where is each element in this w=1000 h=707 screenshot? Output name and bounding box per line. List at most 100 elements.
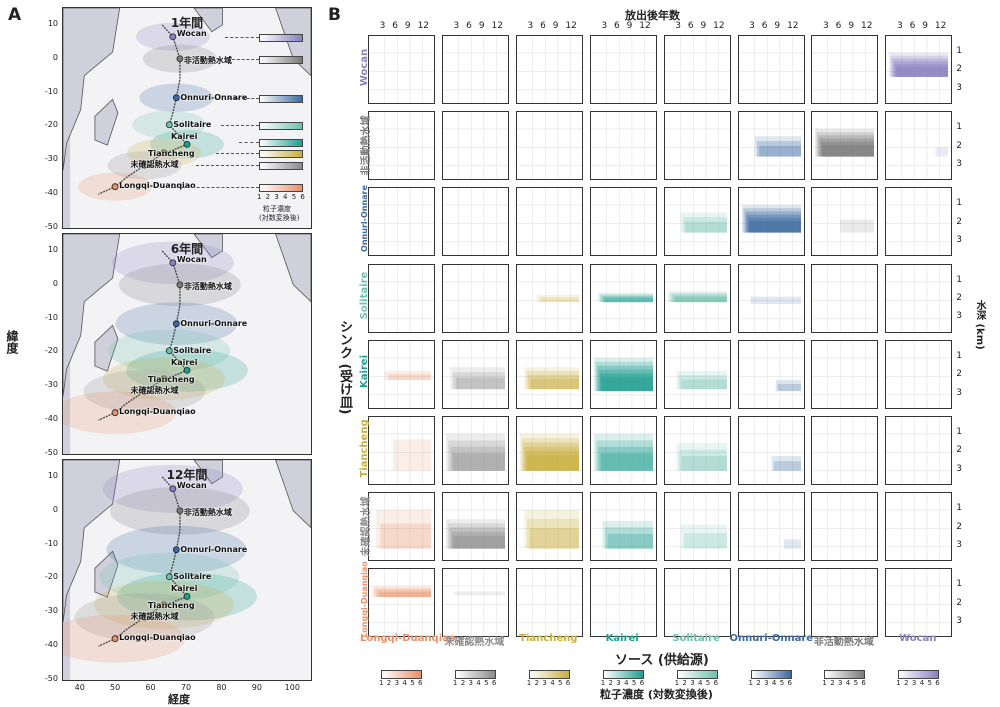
concentration-band	[384, 370, 431, 380]
sink-label: Solitaire	[358, 271, 370, 320]
concentration-band	[593, 433, 653, 471]
map-ytick: -10	[44, 312, 58, 322]
site-marker	[183, 140, 191, 148]
map-colorbar	[259, 121, 303, 130]
concentration-band	[376, 510, 431, 549]
colorbar-tick: 3	[542, 679, 547, 687]
concentration-band	[595, 361, 653, 391]
heatmap-cell	[663, 263, 731, 333]
map-xtick: 50	[110, 683, 121, 692]
map-ytick: -30	[44, 154, 58, 164]
colorbar-tick: 5	[631, 679, 637, 687]
colorbar-tick: 3	[911, 679, 917, 687]
year-tick: 3	[453, 21, 460, 31]
mid-ocean-ridge	[98, 250, 189, 421]
heatmap-cell	[885, 35, 953, 104]
map-colorbar	[259, 55, 303, 64]
concentration-band	[527, 455, 579, 471]
concentration-band	[449, 527, 505, 549]
site-marker	[183, 366, 191, 374]
heatmap-cell	[368, 187, 435, 257]
heatmap-cell	[515, 35, 583, 104]
land-madagascar	[94, 550, 119, 598]
cell-plot	[812, 36, 878, 103]
cell-plot	[738, 493, 804, 561]
land-sumatra	[275, 234, 311, 303]
map-ytick: -50	[44, 448, 58, 457]
cell-plot	[886, 340, 952, 408]
cell-plot	[369, 569, 434, 637]
source-colorbar	[454, 670, 496, 679]
cell-plot	[664, 569, 730, 637]
cell-plot	[738, 569, 804, 637]
depth-tick: 2	[956, 445, 963, 456]
cell-plot	[590, 264, 656, 332]
concentration-band	[741, 205, 801, 233]
site-marker	[183, 592, 191, 600]
site-marker	[111, 409, 119, 417]
site-marker	[141, 387, 148, 395]
concentration-band	[454, 591, 505, 596]
year-tick: 3	[749, 21, 755, 31]
concentration-band	[599, 294, 653, 302]
colorbar-tick: 2	[756, 679, 761, 687]
concentration-band	[452, 372, 505, 390]
concentration-band	[669, 292, 727, 302]
concentration-band	[372, 586, 431, 598]
year-tick: 9	[848, 21, 855, 31]
cell-plot	[369, 112, 434, 180]
cell-plot	[738, 188, 804, 256]
map-title: 6年間	[170, 242, 204, 256]
concentration-band	[600, 453, 653, 471]
cell-plot	[369, 340, 434, 408]
concentration-band	[678, 449, 727, 471]
heatmap-cell	[737, 492, 805, 562]
heatmap-cell	[368, 339, 435, 409]
concentration-band	[684, 222, 727, 233]
mid-ocean-ridge	[98, 476, 189, 647]
concentration-band	[749, 296, 801, 304]
heatmap-cell	[441, 416, 509, 485]
heatmap-cell	[811, 263, 879, 333]
concentration-band	[895, 64, 949, 77]
map-ytick: -50	[44, 222, 58, 231]
site-label: Tiancheng	[147, 600, 195, 610]
depth-tick: 3	[956, 539, 963, 550]
concentration-band	[378, 592, 431, 598]
site-marker	[141, 161, 148, 169]
heatmap-cell	[737, 187, 805, 257]
colorbar-tick: 4	[550, 679, 555, 687]
cell-plot	[442, 264, 508, 332]
years-after-release-title: 放出後年数	[625, 9, 680, 22]
heatmap-cell	[368, 568, 435, 638]
concentration-band	[671, 293, 727, 302]
cell-plot	[590, 36, 656, 103]
concentration-band	[374, 588, 431, 598]
cell-plot	[590, 188, 656, 256]
map-xtick: 70	[180, 683, 192, 692]
cell-plot	[738, 112, 804, 180]
concentration-band	[821, 142, 875, 157]
depth-axis-title: 水深 (km)	[974, 300, 985, 350]
colorbar-tick: 1	[896, 679, 901, 687]
colorbar-tick: 3	[838, 679, 843, 687]
leader-line	[215, 152, 259, 154]
site-label: 非活動熱水域	[183, 281, 232, 291]
cell-plot	[664, 417, 730, 484]
source-label: 非活動熱水域	[813, 637, 874, 648]
site-marker	[176, 55, 184, 63]
colorbar-tick: 5	[558, 679, 563, 687]
heatmap-cell	[441, 35, 509, 104]
year-tick: 6	[835, 21, 842, 31]
depth-tick: 1	[956, 503, 963, 514]
concentration-band	[756, 141, 801, 157]
colorbar-tick: 1	[748, 679, 753, 687]
year-tick: 12	[934, 21, 947, 31]
colorbar-tick: 5	[927, 679, 932, 687]
cell-plot	[590, 112, 656, 180]
site-marker	[176, 507, 184, 515]
depth-tick: 3	[956, 158, 963, 169]
cell-plot	[369, 264, 434, 332]
land-africa	[63, 460, 121, 623]
colorbar-tick: 2	[386, 679, 392, 687]
